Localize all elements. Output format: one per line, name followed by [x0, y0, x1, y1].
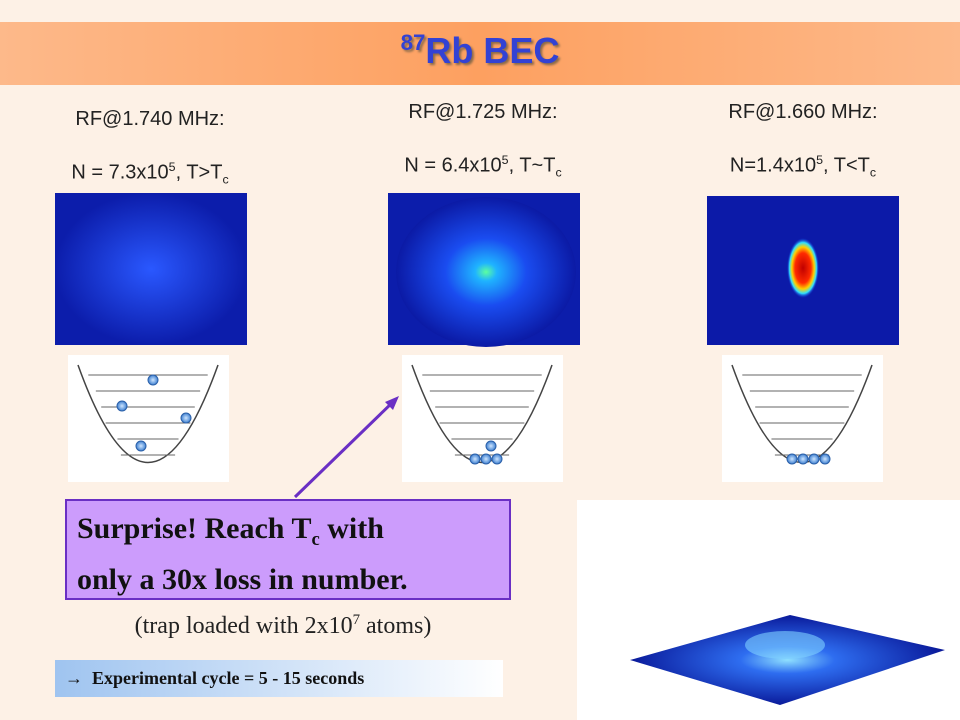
- atom: [116, 400, 128, 412]
- count-sub: c: [555, 165, 562, 180]
- note: (trap loaded with 2x107 atoms): [60, 612, 506, 640]
- atom: [819, 453, 831, 465]
- count-sub: c: [222, 172, 229, 187]
- count-label: N=1.4x105, T<Tc: [673, 153, 933, 180]
- count-sub: c: [869, 165, 877, 180]
- count-text: , T<T: [823, 154, 870, 177]
- atom: [491, 453, 503, 465]
- atom: [786, 453, 798, 465]
- callout-text: only a 30x loss in number.: [77, 563, 408, 596]
- count-text: N = 7.3x10: [71, 161, 169, 184]
- count-exp: 5: [168, 160, 176, 174]
- count-exp: 5: [816, 153, 823, 167]
- rf-label: RF@1.740 MHz:: [75, 108, 225, 130]
- well-panel: [68, 355, 229, 482]
- count-exp: 5: [501, 153, 509, 167]
- count-label: N = 6.4x105, T~Tc: [353, 153, 613, 180]
- rf-label: RF@1.660 MHz:: [728, 101, 878, 123]
- count-text: , T~T: [508, 154, 556, 177]
- count-text: N = 6.4x10: [404, 154, 502, 177]
- atom: [147, 374, 159, 386]
- callout-sub: c: [311, 529, 320, 550]
- bullet-arrow: →: [65, 668, 83, 688]
- isotope: 87: [400, 30, 426, 55]
- count-text: , T>T: [175, 161, 223, 184]
- surface-peak: [745, 631, 825, 659]
- callout: Surprise! Reach Tc with only a 30x loss i…: [65, 499, 511, 600]
- rf-label: RF@1.725 MHz:: [408, 101, 558, 123]
- callout-text: with: [319, 512, 384, 545]
- count-label: N = 7.3x105, T>Tc: [20, 160, 280, 187]
- atom: [469, 453, 481, 465]
- atom: [180, 412, 192, 424]
- note-exp: 7: [352, 612, 361, 628]
- cycle-box: → Experimental cycle = 5 - 15 seconds: [55, 660, 503, 697]
- count-text: N=1.4x10: [729, 154, 817, 177]
- atom: [135, 440, 147, 452]
- atom-cloud: [396, 197, 576, 347]
- atom: [485, 440, 497, 452]
- atom: [480, 453, 492, 465]
- title-text: Rb BEC: [425, 30, 560, 71]
- note-text: (trap loaded with 2x10: [134, 613, 353, 639]
- pointer-arrow: [293, 398, 397, 499]
- atom: [808, 453, 820, 465]
- cycle-text: Experimental cycle = 5 - 15 seconds: [92, 668, 365, 688]
- surface-plot: [630, 615, 945, 705]
- note-text: atoms): [360, 613, 432, 639]
- absorption-image: [55, 193, 247, 345]
- well-curve: [77, 364, 219, 464]
- arrow-head: [385, 396, 399, 410]
- callout-text: Surprise! Reach T: [77, 512, 312, 545]
- title: 87Rb BEC: [0, 30, 960, 72]
- atom: [797, 453, 809, 465]
- title-band: [0, 22, 960, 85]
- condensate: [787, 238, 819, 298]
